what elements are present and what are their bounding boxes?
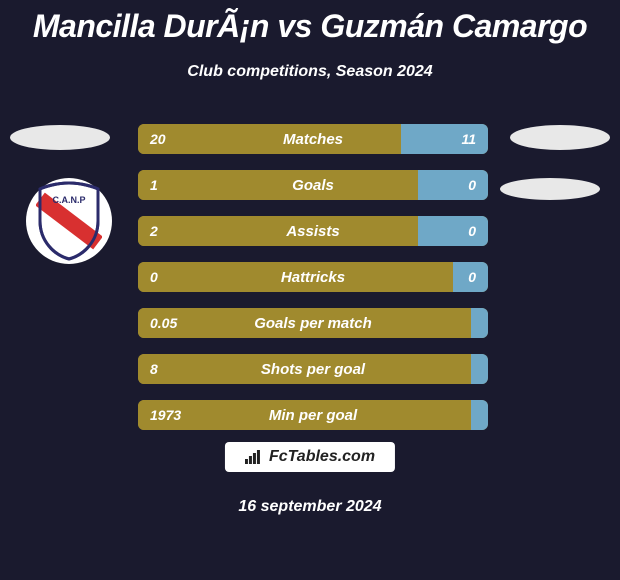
attribution-text: FcTables.com <box>269 448 375 466</box>
subtitle: Club competitions, Season 2024 <box>0 63 620 81</box>
stat-row: Goals1 0 <box>138 170 488 200</box>
stat-label: Matches <box>138 124 488 154</box>
stat-row: Min per goal1973 <box>138 400 488 430</box>
stat-value-left: 0 <box>150 262 158 292</box>
shield-icon: C.A.N.P <box>36 181 102 261</box>
stat-row: Matches20 11 <box>138 124 488 154</box>
stat-value-right: 0 <box>468 216 476 246</box>
stat-value-left: 2 <box>150 216 158 246</box>
player-right-avatar <box>510 125 610 150</box>
stat-value-right: 0 <box>468 262 476 292</box>
stat-row: Shots per goal8 <box>138 354 488 384</box>
stat-value-right: 0 <box>468 170 476 200</box>
player-left-avatar <box>10 125 110 150</box>
date-label: 16 september 2024 <box>0 498 620 516</box>
bars-icon <box>245 450 263 464</box>
club-badge-right-placeholder <box>500 178 600 200</box>
attribution-badge: FcTables.com <box>225 442 395 472</box>
stat-value-left: 1 <box>150 170 158 200</box>
stat-row: Goals per match0.05 <box>138 308 488 338</box>
stat-value-left: 20 <box>150 124 166 154</box>
stat-label: Goals per match <box>138 308 488 338</box>
club-badge-left: C.A.N.P <box>26 178 112 264</box>
stat-value-right: 11 <box>461 124 476 154</box>
stat-row: Hattricks0 0 <box>138 262 488 292</box>
stat-label: Min per goal <box>138 400 488 430</box>
stat-label: Shots per goal <box>138 354 488 384</box>
stat-value-left: 1973 <box>150 400 181 430</box>
stat-label: Hattricks <box>138 262 488 292</box>
stat-label: Goals <box>138 170 488 200</box>
svg-text:C.A.N.P: C.A.N.P <box>52 195 85 205</box>
stat-value-left: 0.05 <box>150 308 177 338</box>
stat-value-left: 8 <box>150 354 158 384</box>
stat-label: Assists <box>138 216 488 246</box>
stat-row: Assists2 0 <box>138 216 488 246</box>
stats-container: Matches2011Goals10Assists20Hattricks00Go… <box>138 124 488 446</box>
page-title: Mancilla DurÃ¡n vs Guzmán Camargo <box>0 0 620 45</box>
